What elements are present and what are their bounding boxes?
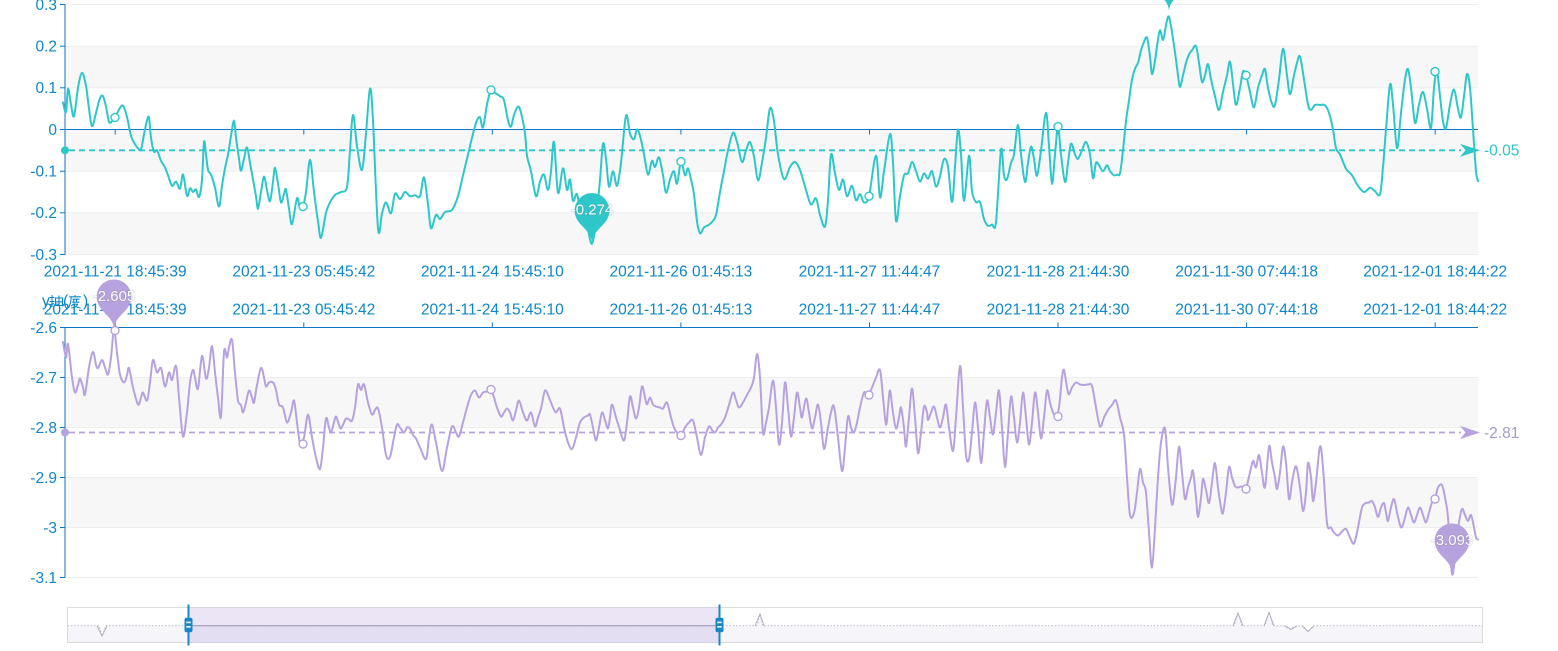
svg-text:-0.2: -0.2	[30, 205, 57, 222]
svg-text:2021-11-27 11:44:47: 2021-11-27 11:44:47	[799, 301, 941, 318]
svg-text:-0.274: -0.274	[571, 202, 614, 219]
svg-text:(: (	[63, 293, 69, 310]
svg-text:-2.605: -2.605	[93, 288, 136, 305]
svg-text:): )	[83, 293, 88, 310]
svg-text:-2.81: -2.81	[1484, 425, 1519, 442]
svg-text:2021-11-24 15:45:10: 2021-11-24 15:45:10	[421, 263, 564, 280]
svg-text:0: 0	[48, 122, 57, 139]
svg-text:2021-11-30 07:44:18: 2021-11-30 07:44:18	[1175, 301, 1318, 318]
svg-text:2021-12-01 18:44:22: 2021-12-01 18:44:22	[1363, 263, 1507, 280]
svg-text:-0.1: -0.1	[30, 164, 57, 181]
svg-text:-3: -3	[43, 520, 57, 537]
svg-text:y: y	[42, 293, 50, 310]
svg-text:-2.9: -2.9	[30, 470, 57, 487]
svg-text:2021-11-28 21:44:30: 2021-11-28 21:44:30	[987, 301, 1130, 318]
svg-text:-2.8: -2.8	[30, 420, 57, 437]
svg-text:-2.7: -2.7	[30, 370, 57, 387]
svg-text:0.2: 0.2	[35, 39, 57, 56]
svg-text:-2.6: -2.6	[30, 320, 57, 337]
svg-text:2021-11-23 05:45:42: 2021-11-23 05:45:42	[232, 301, 375, 318]
svg-text:-3.1: -3.1	[30, 570, 57, 587]
svg-text:-3.093: -3.093	[1431, 532, 1474, 549]
svg-text:2021-11-26 01:45:13: 2021-11-26 01:45:13	[610, 263, 753, 280]
svg-text:2021-12-01 18:44:22: 2021-12-01 18:44:22	[1363, 301, 1507, 318]
svg-text:2021-11-30 07:44:18: 2021-11-30 07:44:18	[1175, 263, 1318, 280]
svg-text:2021-11-21 18:45:39: 2021-11-21 18:45:39	[44, 263, 187, 280]
svg-text:0.3: 0.3	[35, 0, 57, 14]
svg-text:2021-11-28 21:44:30: 2021-11-28 21:44:30	[987, 263, 1130, 280]
svg-text:-0.3: -0.3	[30, 247, 57, 264]
svg-text:2021-11-23 05:45:42: 2021-11-23 05:45:42	[232, 263, 375, 280]
svg-text:2021-11-27 11:44:47: 2021-11-27 11:44:47	[799, 263, 941, 280]
svg-text:0.1: 0.1	[35, 80, 57, 97]
svg-text:2021-11-26 01:45:13: 2021-11-26 01:45:13	[610, 301, 753, 318]
svg-text:-0.05: -0.05	[1484, 143, 1519, 160]
svg-text:2021-11-24 15:45:10: 2021-11-24 15:45:10	[421, 301, 564, 318]
